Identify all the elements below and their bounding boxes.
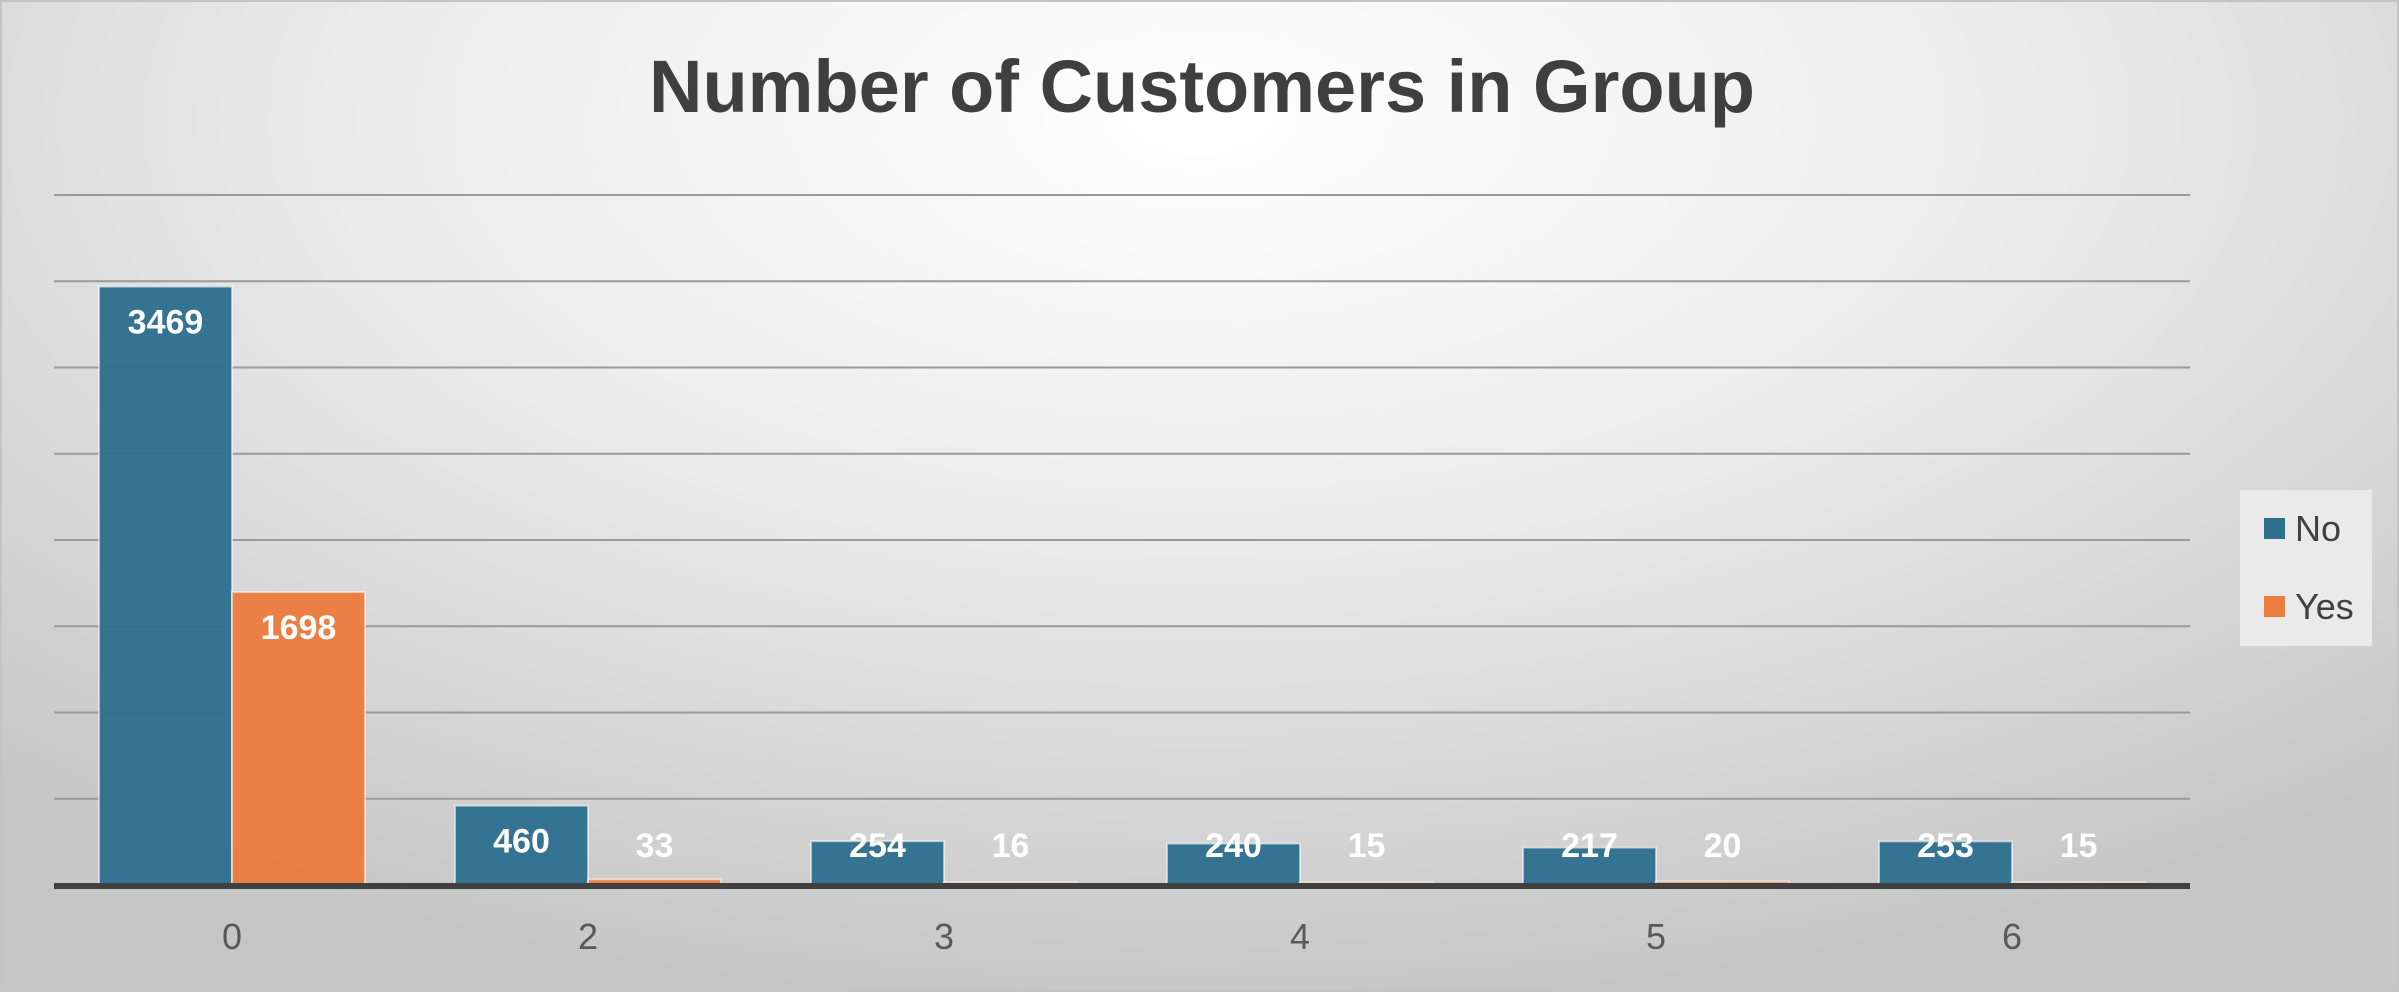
bar-no[interactable] xyxy=(1166,842,1301,886)
x-tick-label: 6 xyxy=(2002,916,2022,957)
legend-swatch-yes xyxy=(2264,596,2285,617)
bar-no[interactable] xyxy=(1878,840,2013,886)
data-label: 1698 xyxy=(261,609,337,647)
legend-box xyxy=(2240,490,2372,646)
data-label: 15 xyxy=(2060,827,2098,865)
x-tick-label: 2 xyxy=(578,916,598,957)
legend-swatch-no xyxy=(2264,518,2285,539)
chart-title: Number of Customers in Group xyxy=(649,45,1755,128)
data-label: 253 xyxy=(1917,827,1974,865)
x-tick-label: 5 xyxy=(1646,916,1666,957)
x-axis: 0 2 3 4 5 6 xyxy=(54,883,2190,957)
bar-no[interactable] xyxy=(1522,846,1657,887)
bar-no[interactable] xyxy=(810,840,945,886)
data-label: 20 xyxy=(1704,827,1742,865)
bars xyxy=(98,285,2146,887)
data-labels: 3469 1698 460 33 254 16 240 15 217 20 253 15 xyxy=(128,304,2098,865)
bar-yes[interactable] xyxy=(231,591,366,886)
x-tick-label: 0 xyxy=(222,916,242,957)
bar-no[interactable] xyxy=(98,285,233,887)
data-label: 3469 xyxy=(128,304,204,342)
legend[interactable]: No Yes xyxy=(2240,490,2372,646)
x-tick-label: 4 xyxy=(1290,916,1310,957)
x-tick-label: 3 xyxy=(934,916,954,957)
data-label: 254 xyxy=(849,827,906,865)
legend-label-no: No xyxy=(2295,508,2341,549)
data-label: 15 xyxy=(1348,827,1386,865)
data-label: 240 xyxy=(1205,827,1262,865)
legend-label-yes: Yes xyxy=(2295,586,2354,627)
data-label: 217 xyxy=(1561,827,1618,865)
data-label: 460 xyxy=(493,823,550,861)
data-label: 16 xyxy=(992,827,1030,865)
data-label: 33 xyxy=(636,827,674,865)
gridlines xyxy=(54,194,2190,800)
